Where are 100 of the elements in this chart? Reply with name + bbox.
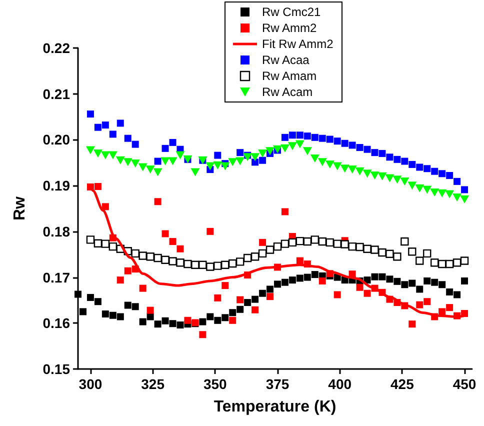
point bbox=[109, 130, 116, 138]
point bbox=[229, 316, 236, 324]
point bbox=[252, 306, 259, 314]
point bbox=[454, 291, 461, 298]
point bbox=[304, 132, 311, 140]
point bbox=[154, 320, 162, 328]
point bbox=[393, 252, 402, 261]
x-tick-label: 300 bbox=[78, 376, 102, 392]
point bbox=[86, 110, 94, 118]
point bbox=[326, 136, 334, 143]
point bbox=[385, 174, 394, 182]
point bbox=[281, 134, 288, 141]
point bbox=[431, 168, 438, 175]
point bbox=[160, 157, 170, 166]
point bbox=[454, 178, 461, 185]
point bbox=[116, 156, 125, 164]
legend-label: Fit Rw Amm2 bbox=[262, 37, 334, 51]
point bbox=[318, 277, 326, 284]
point bbox=[452, 193, 462, 202]
point bbox=[394, 278, 401, 285]
point bbox=[220, 162, 230, 170]
point bbox=[132, 303, 139, 310]
point bbox=[162, 230, 169, 238]
point bbox=[153, 168, 162, 176]
point bbox=[362, 170, 372, 178]
point bbox=[288, 276, 296, 284]
point bbox=[355, 167, 364, 176]
point bbox=[162, 144, 169, 152]
point bbox=[288, 132, 296, 139]
point bbox=[74, 290, 82, 298]
point bbox=[424, 298, 431, 306]
point bbox=[214, 262, 222, 270]
point bbox=[311, 134, 318, 141]
point bbox=[266, 147, 275, 156]
point bbox=[378, 150, 386, 157]
point bbox=[461, 186, 468, 194]
point bbox=[446, 304, 454, 312]
point bbox=[214, 294, 222, 302]
point bbox=[378, 172, 387, 180]
point bbox=[206, 228, 214, 235]
point bbox=[416, 301, 424, 308]
point bbox=[341, 140, 348, 147]
point bbox=[236, 149, 244, 156]
point bbox=[190, 168, 200, 176]
point bbox=[130, 160, 140, 168]
point bbox=[378, 248, 386, 257]
point bbox=[124, 302, 132, 309]
point bbox=[371, 273, 378, 280]
point bbox=[184, 260, 192, 268]
point bbox=[371, 149, 378, 156]
point bbox=[461, 277, 468, 284]
y-tick-label: 0.22 bbox=[42, 40, 70, 56]
point bbox=[116, 313, 124, 320]
point bbox=[259, 238, 266, 246]
point bbox=[295, 140, 304, 148]
y-tick-label: 0.16 bbox=[42, 315, 70, 332]
point bbox=[139, 284, 146, 292]
point bbox=[348, 166, 357, 174]
point bbox=[206, 313, 214, 320]
point bbox=[452, 258, 462, 267]
point bbox=[259, 290, 266, 297]
point bbox=[206, 262, 214, 271]
legend-label: Rw Amam bbox=[262, 69, 317, 83]
point bbox=[318, 237, 326, 246]
point bbox=[168, 157, 178, 166]
point bbox=[266, 286, 274, 293]
point bbox=[416, 164, 424, 171]
point bbox=[146, 166, 155, 174]
x-tick-label: 325 bbox=[141, 376, 165, 392]
point bbox=[364, 146, 371, 153]
point bbox=[401, 281, 408, 288]
point bbox=[422, 186, 432, 194]
point bbox=[124, 267, 132, 274]
point bbox=[334, 291, 341, 298]
point bbox=[288, 238, 297, 247]
point bbox=[229, 309, 236, 316]
point bbox=[236, 258, 244, 266]
point bbox=[416, 286, 424, 293]
point bbox=[408, 182, 417, 190]
point bbox=[161, 256, 170, 264]
point bbox=[445, 260, 454, 268]
point bbox=[424, 165, 431, 172]
point bbox=[222, 314, 229, 322]
point bbox=[266, 246, 274, 254]
point bbox=[86, 146, 95, 154]
point bbox=[250, 153, 260, 162]
point bbox=[386, 250, 394, 258]
point bbox=[280, 144, 290, 152]
point bbox=[236, 157, 245, 166]
point bbox=[303, 237, 312, 246]
point bbox=[310, 154, 320, 163]
y-tick-label: 0.19 bbox=[42, 178, 70, 194]
legend-label: Rw Acaa bbox=[262, 53, 310, 67]
point bbox=[169, 138, 176, 146]
point bbox=[169, 320, 176, 328]
point bbox=[430, 188, 440, 196]
point bbox=[259, 156, 266, 164]
point bbox=[198, 260, 207, 270]
point bbox=[222, 282, 229, 290]
y-tick-label: 0.21 bbox=[42, 86, 70, 102]
